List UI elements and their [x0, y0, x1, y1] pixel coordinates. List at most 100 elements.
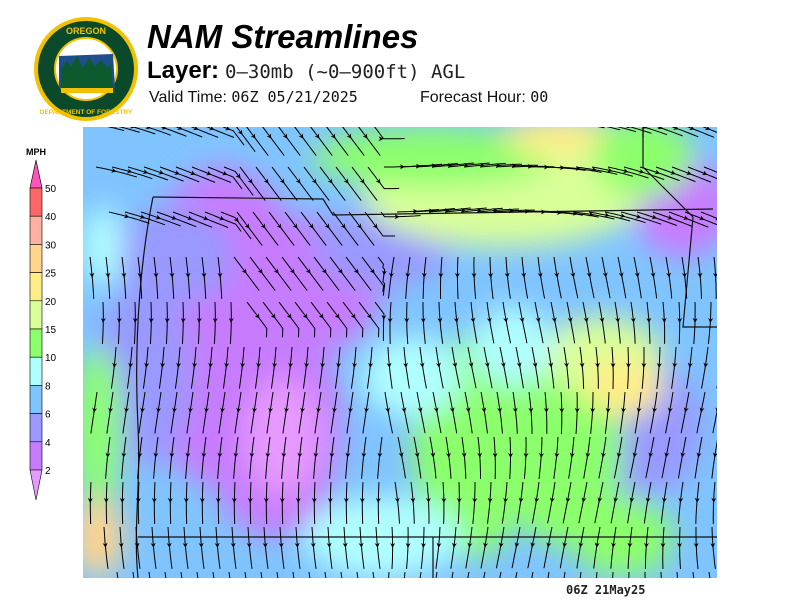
streamline [678, 301, 681, 345]
streamline [201, 436, 207, 479]
streamline-arrow [316, 407, 322, 413]
streamline-arrow [404, 317, 410, 323]
streamline-arrow [273, 268, 279, 274]
streamline-arrow [314, 133, 320, 139]
streamline-arrow [549, 497, 555, 503]
valid-time-label: Valid Time: [149, 89, 227, 106]
streamline [335, 166, 362, 201]
streamline [265, 481, 268, 525]
streamline [303, 166, 330, 201]
streamline-arrow [559, 407, 565, 413]
streamline [694, 436, 703, 479]
streamline [361, 436, 367, 479]
streamline-arrow [696, 452, 702, 458]
streamline-arrow [699, 407, 705, 413]
streamline-arrow [519, 317, 525, 323]
streamline [181, 301, 184, 345]
streamline-arrow [425, 497, 431, 503]
streamline-arrow [150, 542, 156, 548]
streamline [279, 526, 285, 569]
streamline [660, 481, 668, 524]
streamline-arrow [621, 407, 627, 413]
streamline-arrow [128, 362, 134, 368]
streamline-arrow [569, 452, 575, 458]
streamline-arrow [112, 362, 118, 368]
streamline-arrow [711, 497, 717, 503]
streamline [665, 256, 673, 299]
streamline-arrow [471, 272, 477, 278]
streamline [238, 346, 245, 389]
streamline-arrow [670, 170, 676, 175]
streamline [671, 166, 712, 183]
streamline-arrow [236, 407, 242, 413]
streamline-arrow [262, 542, 268, 548]
streamline [671, 346, 677, 389]
streamline [629, 127, 652, 134]
streamline-arrow [103, 497, 109, 503]
streamline-arrow [198, 542, 204, 548]
streamline [127, 166, 169, 181]
streamline [470, 301, 478, 344]
streamline-arrow [174, 170, 180, 175]
streamline [486, 301, 495, 344]
layer-label: Layer: [147, 57, 220, 84]
streamline [553, 436, 559, 479]
streamline-arrow [451, 542, 457, 548]
streamline-arrow [139, 214, 146, 219]
streamline [151, 526, 157, 569]
streamline-arrow [417, 407, 423, 413]
streamline-arrow [116, 317, 122, 323]
streamline-arrow [410, 497, 416, 503]
streamline [255, 166, 282, 201]
streamline [319, 166, 346, 201]
streamline-arrow [465, 407, 471, 413]
streamline-arrow [650, 272, 656, 278]
streamline-arrow [329, 452, 335, 458]
streamline [627, 481, 636, 524]
streamline-arrow [137, 272, 143, 278]
streamline [229, 301, 232, 345]
wind-speed-region [583, 357, 663, 417]
streamline [652, 211, 693, 227]
streamline [661, 436, 671, 479]
streamline [110, 346, 117, 389]
streamline [131, 127, 156, 135]
streamline [265, 256, 292, 291]
streamline-arrow [362, 133, 368, 139]
streamline-arrow [121, 272, 127, 278]
streamline-arrow [359, 178, 365, 184]
legend-swatch [29, 413, 43, 443]
streamline-arrow [532, 362, 538, 368]
streamline-arrow [155, 214, 161, 220]
streamline-arrow [256, 362, 262, 368]
streamline-arrow [220, 407, 226, 413]
streamline-arrow [433, 407, 439, 413]
streamline-arrow [356, 223, 362, 229]
streamline [438, 301, 444, 344]
streamline [634, 391, 642, 434]
streamline [629, 436, 639, 479]
streamline-arrow [484, 362, 490, 368]
streamline [140, 211, 181, 227]
streamline [447, 162, 490, 168]
streamline-arrow [419, 362, 425, 368]
streamline-arrow [244, 223, 250, 229]
streamline [473, 257, 477, 299]
streamline [483, 346, 493, 389]
streamline-arrow [548, 362, 554, 368]
streamline-arrow [137, 452, 143, 458]
streamline [544, 391, 548, 434]
streamline [367, 166, 400, 190]
streamline-arrow [359, 497, 365, 503]
streamline [560, 391, 563, 435]
streamline [262, 127, 285, 156]
streamline-arrow [551, 317, 557, 323]
legend-tick-label: 8 [45, 381, 51, 392]
streamline [217, 256, 223, 299]
streamline-arrow [436, 542, 442, 548]
layer-value: 0–30mb (~0–900ft) AGL [225, 61, 466, 83]
streamline [406, 301, 409, 345]
streamline [310, 127, 333, 156]
streamline [406, 526, 409, 570]
streamline-arrow [105, 452, 111, 458]
